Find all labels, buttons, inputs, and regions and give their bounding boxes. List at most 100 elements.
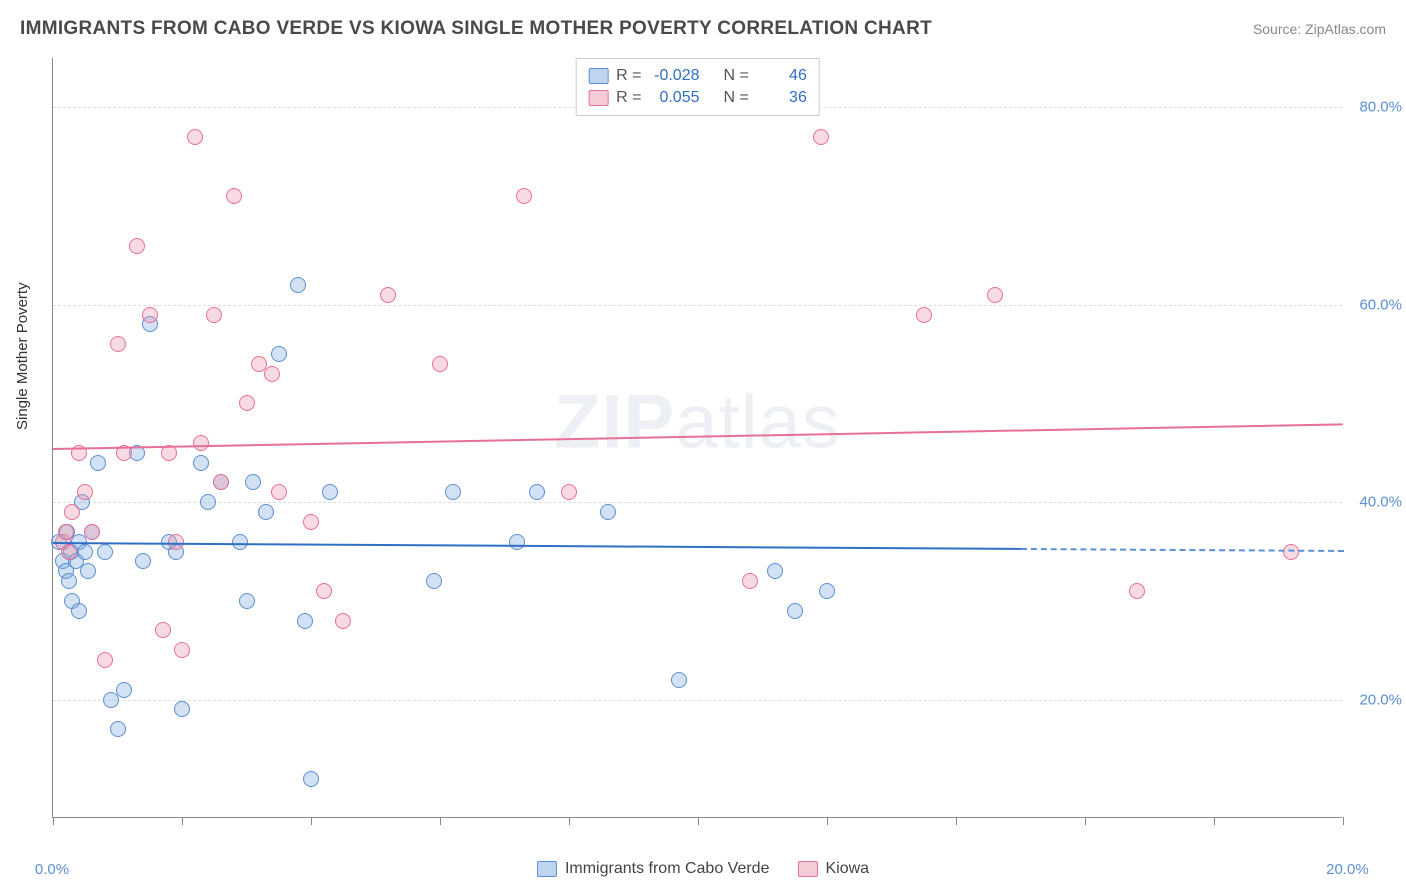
chart-title: IMMIGRANTS FROM CABO VERDE VS KIOWA SING… [20, 18, 932, 40]
x-tick [956, 817, 957, 825]
watermark: ZIPatlas [554, 379, 841, 466]
x-tick [53, 817, 54, 825]
data-point-pink [142, 307, 158, 323]
data-point-pink [58, 524, 74, 540]
swatch-pink-icon [588, 90, 608, 106]
data-point-pink [64, 504, 80, 520]
source-label: Source: ZipAtlas.com [1253, 21, 1386, 37]
x-axis-max-label: 20.0% [1326, 861, 1369, 878]
data-point-blue [232, 534, 248, 550]
x-tick [311, 817, 312, 825]
data-point-blue [258, 504, 274, 520]
data-point-blue [174, 701, 190, 717]
data-point-blue [819, 583, 835, 599]
x-tick [698, 817, 699, 825]
y-tick-label: 80.0% [1359, 99, 1402, 116]
data-point-blue [322, 484, 338, 500]
data-point-pink [303, 514, 319, 530]
data-point-blue [671, 672, 687, 688]
y-tick-label: 20.0% [1359, 691, 1402, 708]
data-point-pink [380, 287, 396, 303]
data-point-pink [193, 435, 209, 451]
data-point-pink [97, 652, 113, 668]
stat-r-label: R = [616, 89, 641, 107]
data-point-blue [600, 504, 616, 520]
data-point-pink [206, 307, 222, 323]
data-point-blue [97, 544, 113, 560]
swatch-blue-icon [537, 861, 557, 877]
data-point-blue [61, 573, 77, 589]
data-point-pink [916, 307, 932, 323]
data-point-pink [155, 622, 171, 638]
y-axis-label: Single Mother Poverty [14, 282, 31, 430]
data-point-blue [245, 474, 261, 490]
data-point-blue [271, 346, 287, 362]
data-point-pink [61, 544, 77, 560]
trend-line [53, 542, 1021, 550]
data-point-pink [316, 583, 332, 599]
gridline [53, 305, 1342, 306]
data-point-pink [168, 534, 184, 550]
data-point-pink [516, 188, 532, 204]
data-point-pink [561, 484, 577, 500]
chart-plot-area: ZIPatlas 20.0%40.0%60.0%80.0%R =-0.028N … [52, 58, 1342, 818]
legend-label-blue: Immigrants from Cabo Verde [565, 860, 770, 878]
x-tick [440, 817, 441, 825]
x-axis-min-label: 0.0% [35, 861, 69, 878]
stat-r-value: -0.028 [650, 67, 700, 85]
data-point-pink [187, 129, 203, 145]
stat-n-value: 36 [757, 89, 807, 107]
data-point-pink [264, 366, 280, 382]
data-point-pink [432, 356, 448, 372]
trend-line [53, 423, 1343, 450]
legend-label-pink: Kiowa [825, 860, 869, 878]
data-point-blue [529, 484, 545, 500]
data-point-blue [509, 534, 525, 550]
data-point-blue [426, 573, 442, 589]
data-point-blue [110, 721, 126, 737]
stats-row-pink: R = 0.055 N = 36 [588, 87, 807, 109]
data-point-blue [200, 494, 216, 510]
data-point-blue [787, 603, 803, 619]
data-point-pink [84, 524, 100, 540]
x-tick [569, 817, 570, 825]
swatch-pink-icon [797, 861, 817, 877]
data-point-blue [303, 771, 319, 787]
data-point-blue [297, 613, 313, 629]
data-point-pink [335, 613, 351, 629]
x-tick [1085, 817, 1086, 825]
header: IMMIGRANTS FROM CABO VERDE VS KIOWA SING… [20, 18, 1386, 40]
stats-box: R =-0.028N =46R =0.055N =36 [575, 58, 820, 116]
data-point-pink [110, 336, 126, 352]
stat-r-value: 0.055 [650, 89, 700, 107]
data-point-blue [445, 484, 461, 500]
data-point-pink [1129, 583, 1145, 599]
data-point-blue [77, 544, 93, 560]
data-point-pink [77, 484, 93, 500]
stat-n-label: N = [724, 89, 749, 107]
x-tick [1343, 817, 1344, 825]
data-point-blue [116, 682, 132, 698]
x-tick [1214, 817, 1215, 825]
data-point-blue [239, 593, 255, 609]
data-point-blue [80, 563, 96, 579]
data-point-pink [742, 573, 758, 589]
stats-row-blue: R =-0.028N =46 [588, 65, 807, 87]
legend-bottom: Immigrants from Cabo Verde Kiowa [537, 860, 869, 878]
y-tick-label: 60.0% [1359, 296, 1402, 313]
data-point-blue [193, 455, 209, 471]
data-point-pink [813, 129, 829, 145]
data-point-pink [239, 395, 255, 411]
data-point-pink [129, 238, 145, 254]
data-point-pink [213, 474, 229, 490]
y-tick-label: 40.0% [1359, 494, 1402, 511]
data-point-blue [90, 455, 106, 471]
stat-r-label: R = [616, 67, 641, 85]
legend-item-blue: Immigrants from Cabo Verde [537, 860, 770, 878]
data-point-blue [290, 277, 306, 293]
swatch-blue-icon [588, 68, 608, 84]
gridline [53, 700, 1342, 701]
x-tick [827, 817, 828, 825]
x-tick [182, 817, 183, 825]
legend-item-pink: Kiowa [797, 860, 869, 878]
